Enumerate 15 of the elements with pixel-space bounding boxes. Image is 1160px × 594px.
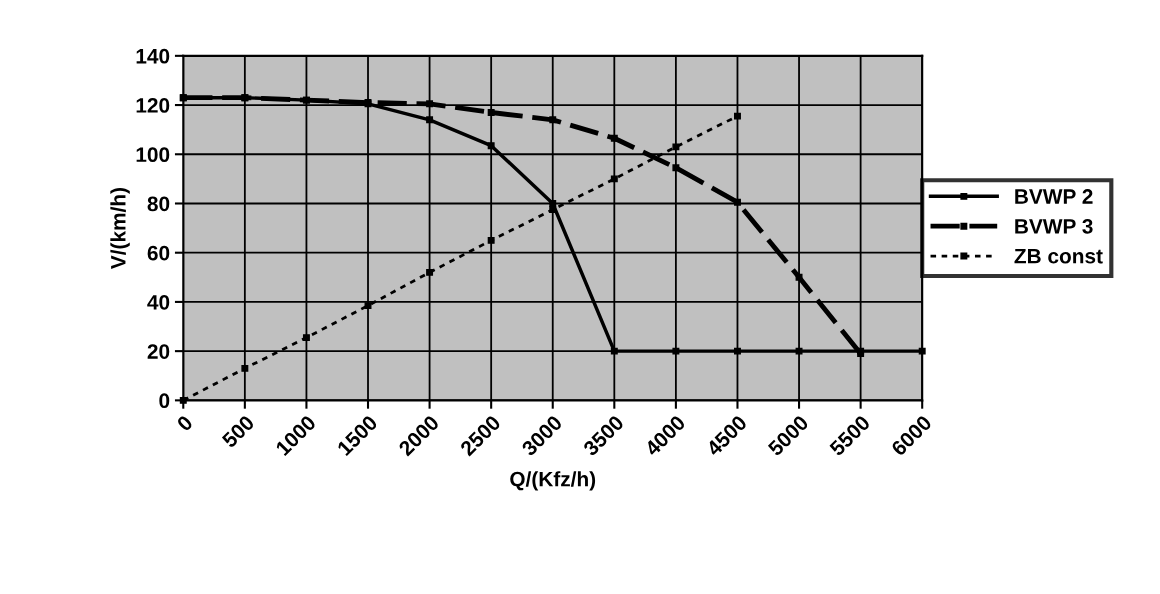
y-tick-label: 20 (147, 344, 170, 359)
x-tick-label: 500 (221, 414, 256, 449)
y-axis-title: V/(km/h) (110, 188, 130, 270)
legend-label: BVWP 2 (1015, 189, 1093, 204)
x-axis-title: Q/(Kfz/h) (510, 471, 596, 491)
x-tick-label: 0 (176, 414, 194, 432)
y-tick-label: 0 (159, 393, 170, 409)
y-tick-label: 100 (136, 147, 170, 163)
legend-label: ZB const (1014, 248, 1103, 264)
y-tick-label: 80 (147, 196, 170, 212)
y-tick-label: 60 (147, 245, 170, 261)
legend-label: BVWP 3 (1015, 218, 1093, 234)
y-tick-label: 120 (136, 98, 170, 113)
y-tick-label: 140 (136, 48, 170, 64)
y-tick-label: 40 (147, 294, 170, 310)
